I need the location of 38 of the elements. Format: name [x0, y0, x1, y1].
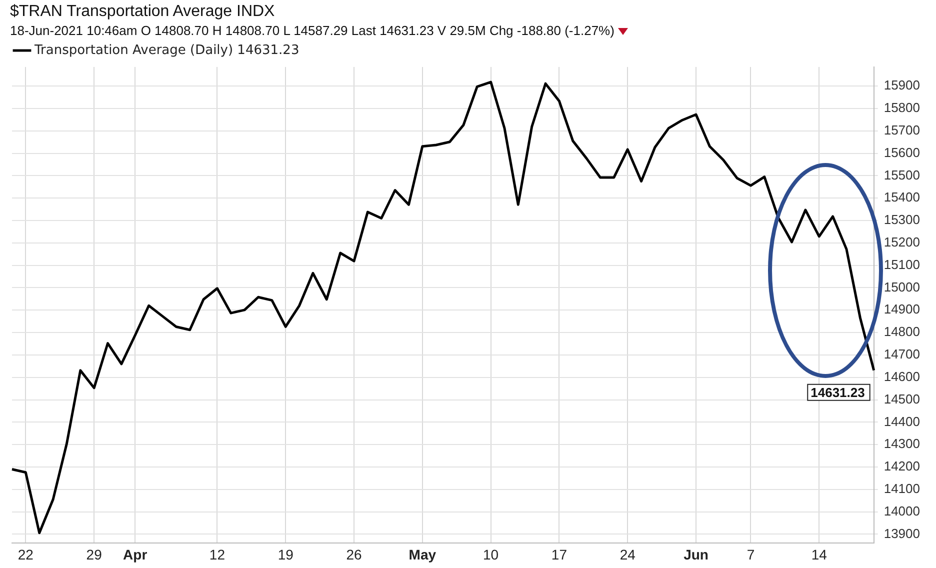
- annotation: 14631.23: [810, 384, 865, 400]
- y-tick-label: 15900: [884, 78, 920, 93]
- x-tick-label: Apr: [123, 546, 148, 562]
- y-tick-label: 13900: [884, 526, 920, 541]
- x-tick-label: 19: [278, 546, 294, 562]
- chart-title: $TRAN Transportation Average INDX: [10, 3, 275, 21]
- x-tick-label: 17: [551, 546, 568, 562]
- y-tick-label: 14600: [884, 368, 920, 384]
- y-tick-label: 14500: [884, 391, 920, 406]
- x-tick-label: 24: [620, 546, 636, 562]
- legend-label: Transportation Average (Daily) 14631.23: [34, 42, 300, 58]
- x-tick-label: 29: [86, 546, 102, 562]
- y-tick-label: 15600: [884, 144, 920, 160]
- y-tick-label: 14700: [884, 346, 920, 362]
- y-tick-label: 14100: [884, 480, 920, 496]
- y-tick-label: 15700: [884, 122, 920, 138]
- y-tick-label: 15300: [884, 212, 920, 228]
- x-tick-label: 26: [346, 546, 362, 562]
- y-tick-label: 14200: [884, 458, 920, 474]
- x-tick-label: Jun: [684, 546, 708, 562]
- y-tick-label: 14300: [884, 436, 920, 452]
- x-tick-label: 12: [209, 546, 226, 562]
- x-tick-label: 10: [483, 546, 499, 562]
- y-tick-label: 14400: [884, 414, 920, 429]
- y-tick-label: 14800: [884, 324, 920, 340]
- x-tick-label: May: [408, 546, 436, 562]
- x-tick-label: 7: [746, 546, 755, 562]
- y-tick-label: 15800: [884, 100, 920, 116]
- x-tick-label: 14: [811, 546, 828, 562]
- y-tick-label: 15200: [884, 234, 920, 250]
- chart-subtitle: 18-Jun-2021 10:46am O 14808.70 H 14808.70 L 14587.29 Last 14631.23 V 29.5M Chg -188.80 (-1.27%): [10, 23, 614, 38]
- y-tick-label: 14900: [884, 302, 920, 317]
- y-tick-label: 15000: [884, 279, 920, 294]
- y-tick-label: 15500: [884, 167, 920, 182]
- y-tick-label: 15400: [884, 190, 920, 205]
- y-tick-label: 15100: [884, 256, 920, 272]
- y-tick-label: 14000: [884, 503, 920, 518]
- x-tick-label: 22: [18, 546, 34, 562]
